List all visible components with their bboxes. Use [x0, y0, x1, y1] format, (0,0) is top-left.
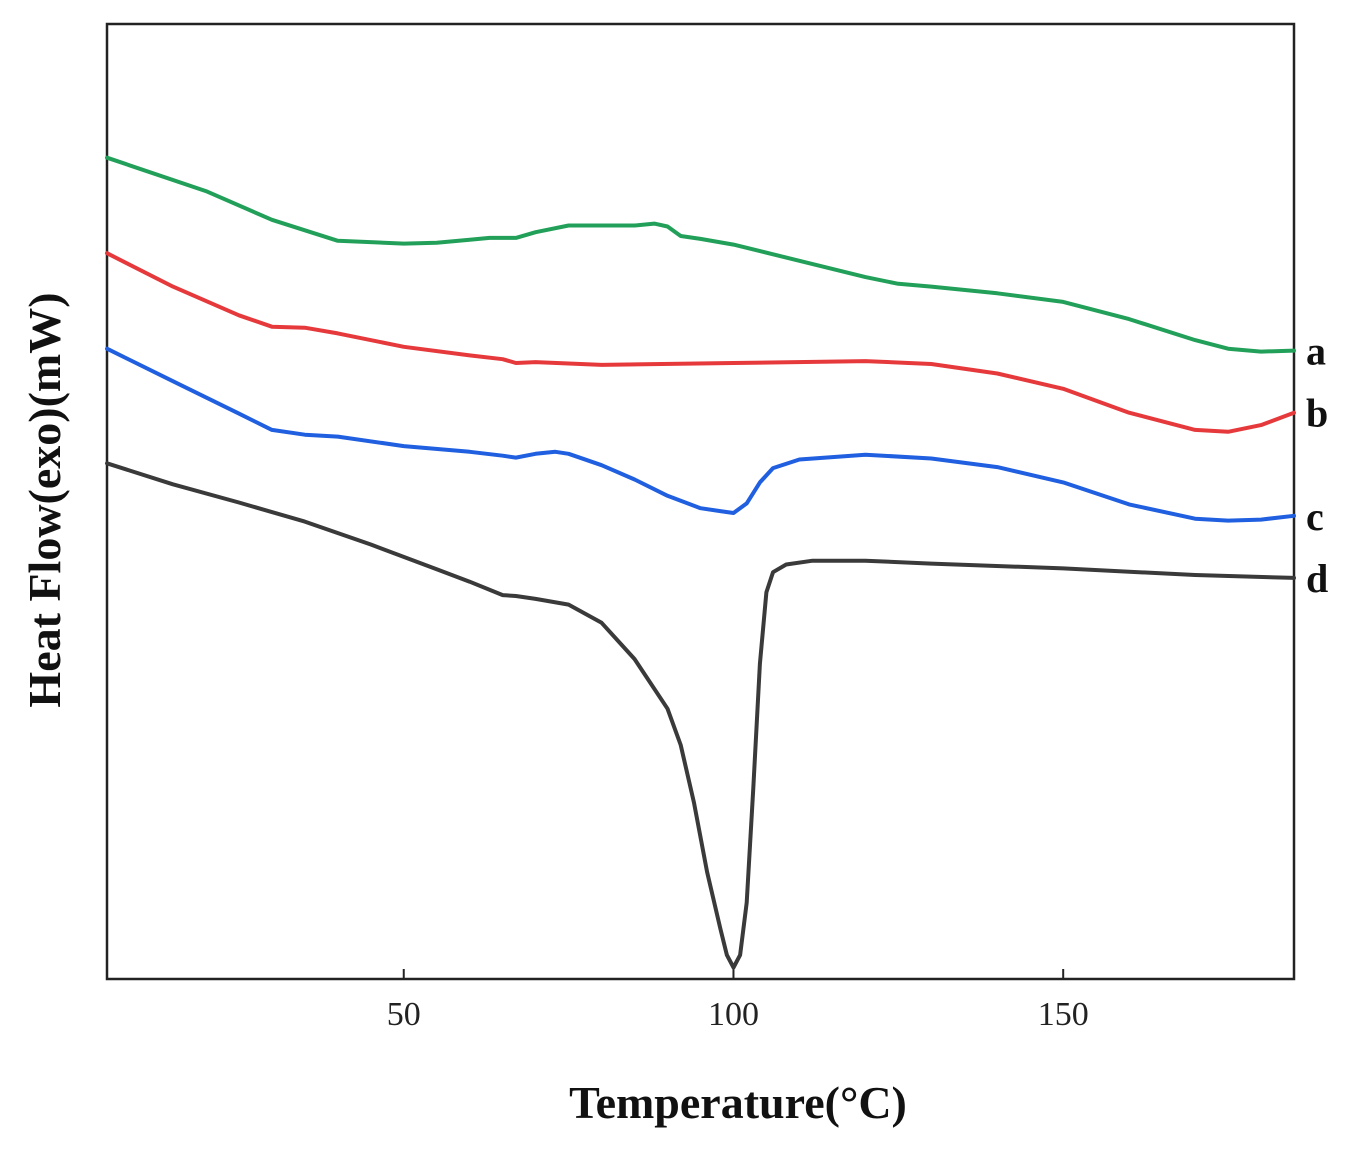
series-label-d: d [1306, 556, 1328, 601]
x-axis-title: Temperature(°C) [569, 1077, 907, 1128]
x-ticks: 50 100 150 [387, 969, 1089, 1033]
series-label-c: c [1306, 494, 1324, 539]
series-curves [105, 155, 1296, 970]
y-axis-title: Heat Flow(exo)(mW) [19, 292, 70, 707]
series-line-c [105, 346, 1296, 523]
x-tick-label: 100 [708, 996, 759, 1033]
series-label-b: b [1306, 391, 1328, 436]
series-label-a: a [1306, 329, 1326, 374]
x-tick-label: 150 [1038, 996, 1089, 1033]
series-line-a [105, 155, 1296, 354]
series-line-d [105, 461, 1296, 970]
x-tick-label: 50 [387, 996, 421, 1033]
series-labels: ab cd [1306, 329, 1328, 601]
plot-frame [105, 22, 1296, 981]
series-line-b [105, 251, 1296, 434]
